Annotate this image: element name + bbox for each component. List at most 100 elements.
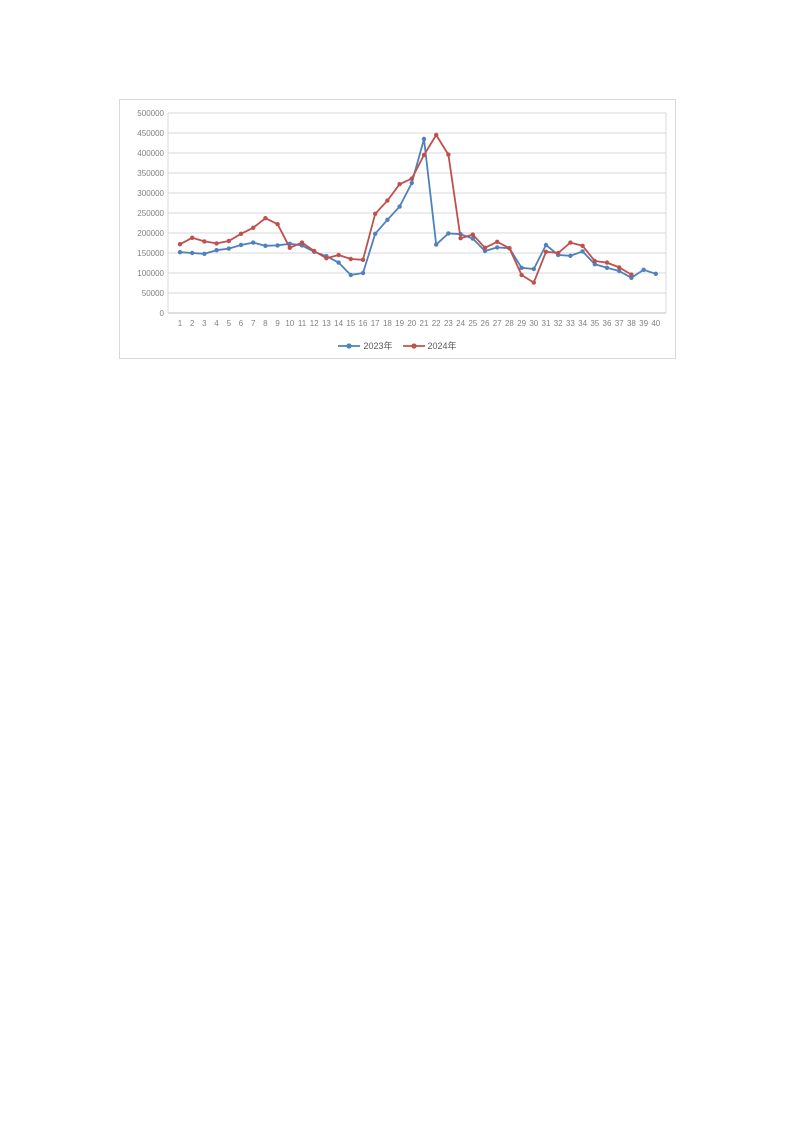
x-axis-tick-label: 31: [542, 319, 551, 328]
data-point-marker: [177, 242, 183, 247]
y-axis-tick-label: 500000: [137, 109, 164, 118]
x-axis-tick-label: 24: [456, 319, 465, 328]
x-axis-tick-label: 26: [481, 319, 490, 328]
x-axis-tick-label: 38: [627, 319, 636, 328]
x-axis-tick-label: 29: [517, 319, 526, 328]
data-point-marker: [653, 271, 658, 276]
x-axis-tick-label: 6: [239, 319, 244, 328]
data-point-marker: [446, 231, 451, 236]
y-axis-tick-label: 100000: [137, 269, 164, 278]
x-axis-tick-label: 10: [285, 319, 294, 328]
data-point-marker: [360, 257, 366, 262]
chart-legend: 2023年 2024年: [120, 336, 675, 356]
x-axis-tick-label: 18: [383, 319, 392, 328]
x-axis-tick-label: 19: [395, 319, 404, 328]
data-point-marker: [629, 275, 634, 280]
data-point-marker: [604, 260, 610, 265]
x-axis-tick-label: 27: [493, 319, 502, 328]
data-point-marker: [409, 180, 414, 186]
data-point-marker: [299, 240, 305, 245]
legend-label-2024: 2024年: [427, 340, 457, 351]
data-point-marker: [543, 242, 549, 248]
x-axis-tick-label: 16: [359, 319, 368, 328]
data-point-marker: [458, 236, 463, 241]
data-point-marker: [592, 258, 597, 264]
data-point-marker: [312, 248, 317, 254]
line-chart-object[interactable]: 0 50000 100000 150000 200000 250000 300000 3500…: [119, 99, 676, 359]
data-point-marker: [226, 238, 231, 244]
data-point-marker: [251, 225, 256, 230]
y-axis-tick-label: 0: [160, 309, 165, 318]
x-axis-tick-label: 15: [346, 319, 355, 328]
x-axis-tick-label: 9: [275, 319, 280, 328]
data-point-marker: [275, 222, 280, 227]
y-axis-tick-label: 400000: [137, 149, 164, 158]
data-point-marker: [214, 241, 219, 246]
x-axis-tick-label: 40: [651, 319, 660, 328]
legend-line-marker-2024-icon: [402, 343, 425, 349]
data-point-marker: [519, 272, 524, 278]
x-axis-tick-label: 11: [298, 319, 307, 328]
data-point-marker: [604, 265, 610, 270]
data-point-marker: [568, 240, 573, 245]
data-point-marker: [348, 256, 353, 262]
data-point-marker: [336, 260, 341, 265]
data-point-marker: [275, 243, 280, 248]
data-point-marker: [495, 245, 500, 250]
data-point-marker: [617, 268, 622, 274]
data-point-marker: [495, 239, 500, 244]
data-point-marker: [202, 251, 207, 256]
data-point-marker: [348, 272, 353, 278]
data-point-marker: [287, 245, 292, 250]
y-axis-tick-label: 250000: [137, 209, 164, 218]
data-point-marker: [446, 152, 451, 157]
data-point-marker: [177, 250, 183, 255]
y-axis-tick-label: 200000: [137, 229, 164, 238]
data-point-marker: [238, 231, 244, 236]
data-point-marker: [324, 256, 329, 261]
data-point-marker: [238, 242, 244, 248]
x-axis-tick-label: 36: [603, 319, 612, 328]
x-axis-tick-label: 35: [590, 319, 599, 328]
data-point-marker: [543, 249, 549, 254]
x-axis-tick-label: 37: [615, 319, 624, 328]
series-line-2023年: [179, 138, 657, 279]
data-point-marker: [434, 242, 439, 247]
data-point-marker: [641, 267, 646, 272]
data-point-marker: [531, 266, 536, 272]
data-point-marker: [556, 250, 561, 256]
legend-item-2023[interactable]: 2023年: [338, 341, 393, 351]
x-axis-tick-label: 23: [444, 319, 453, 328]
x-axis-tick-label: 33: [566, 319, 575, 328]
data-point-marker: [263, 243, 268, 248]
data-point-marker: [373, 231, 378, 236]
data-point-marker: [263, 216, 268, 221]
x-axis-tick-label: 21: [420, 319, 429, 328]
data-point-marker: [385, 217, 390, 222]
y-axis-tick-label: 300000: [137, 189, 164, 198]
data-point-marker: [421, 152, 427, 158]
x-axis-tick-label: 1: [178, 319, 183, 328]
data-point-marker: [373, 211, 378, 216]
data-point-marker: [592, 262, 597, 267]
x-axis-tick-label: 8: [263, 319, 268, 328]
data-point-marker: [336, 252, 341, 258]
data-point-marker: [629, 272, 634, 277]
legend-item-2024[interactable]: 2024年: [402, 340, 457, 351]
data-point-marker: [190, 235, 195, 240]
data-point-marker: [568, 253, 573, 258]
data-point-marker: [519, 265, 524, 270]
data-point-marker: [397, 182, 402, 187]
data-point-marker: [482, 248, 488, 254]
data-point-marker: [385, 198, 390, 203]
x-axis-tick-label: 20: [407, 319, 416, 328]
y-axis-tick-label: 150000: [137, 249, 164, 258]
x-axis-tick-label: 5: [227, 319, 232, 328]
x-axis-tick-label: 22: [432, 319, 441, 328]
series-line-2024年: [179, 134, 633, 284]
data-point-marker: [580, 249, 585, 254]
chart-plot-area: 0500001000001500002000002500003000003500…: [137, 109, 667, 328]
x-axis-tick-label: 17: [371, 319, 380, 328]
data-point-marker: [202, 239, 207, 244]
